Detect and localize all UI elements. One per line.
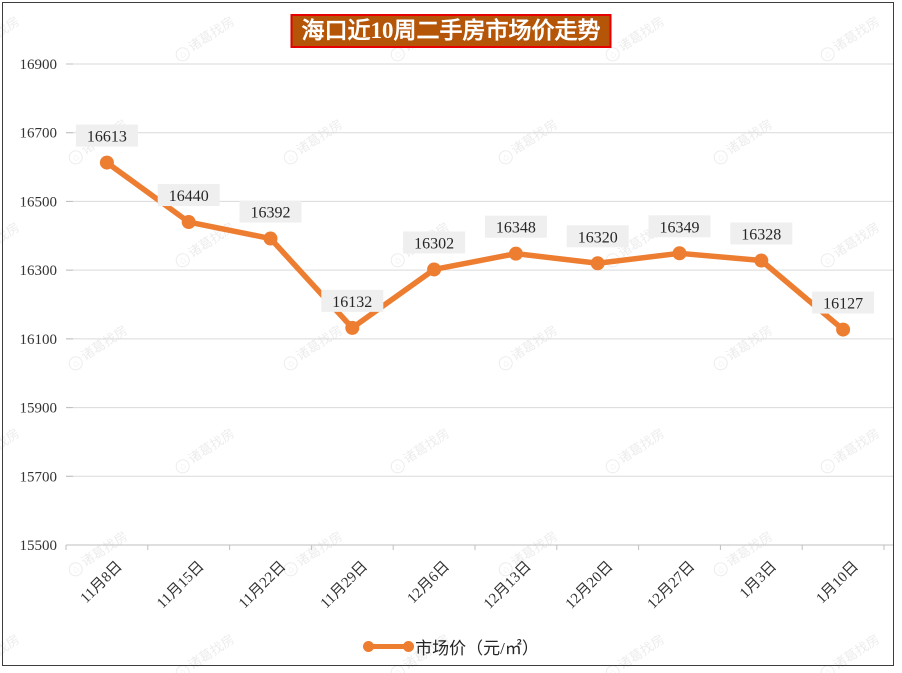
y-tick-label: 15700 bbox=[20, 469, 58, 485]
x-tick-label: 12月27日 bbox=[645, 559, 699, 613]
data-point-label-box bbox=[812, 291, 875, 314]
chart-title: 海口近10周二手房市场价走势 bbox=[290, 14, 612, 48]
data-point-label: 16320 bbox=[578, 229, 618, 246]
data-point bbox=[345, 320, 360, 335]
x-tick-label: 1月3日 bbox=[737, 559, 780, 602]
data-point bbox=[754, 253, 769, 268]
x-tick-label: 11月22日 bbox=[236, 559, 289, 612]
data-point bbox=[427, 262, 442, 277]
x-tick-label: 11月8日 bbox=[78, 559, 126, 607]
data-point-label-box bbox=[321, 289, 384, 312]
data-point-label-box bbox=[730, 222, 793, 245]
data-point-label-box bbox=[75, 124, 138, 147]
y-tick-label: 16300 bbox=[20, 263, 58, 279]
data-point-label: 16127 bbox=[823, 296, 863, 313]
data-point-label-box bbox=[484, 215, 547, 238]
y-tick-label: 15900 bbox=[20, 401, 58, 417]
legend: 市场价（元/㎡） bbox=[0, 634, 902, 659]
series-line bbox=[104, 159, 846, 333]
data-point-label: 16132 bbox=[332, 294, 372, 311]
legend-label: 市场价（元/㎡） bbox=[415, 639, 539, 658]
data-point bbox=[590, 256, 605, 271]
data-point bbox=[181, 215, 196, 230]
x-tick-label: 12月13日 bbox=[481, 559, 535, 613]
data-point-label: 16613 bbox=[87, 129, 127, 146]
y-tick-label: 16700 bbox=[20, 126, 58, 142]
x-tick-label: 11月15日 bbox=[154, 559, 207, 612]
y-tick-label: 16100 bbox=[20, 332, 58, 348]
y-tick-label: 16500 bbox=[20, 194, 58, 210]
data-point-label: 16349 bbox=[660, 219, 700, 236]
x-tick-label: 12月20日 bbox=[563, 559, 617, 613]
x-tick-label: 1月10日 bbox=[813, 559, 861, 607]
data-point-label: 16392 bbox=[251, 205, 291, 222]
data-point-label-box bbox=[239, 200, 302, 223]
data-point bbox=[263, 231, 278, 246]
y-tick-label: 16900 bbox=[20, 57, 58, 73]
y-tick-label: 15500 bbox=[20, 538, 58, 554]
legend-marker-dot-left bbox=[363, 641, 375, 652]
data-point bbox=[672, 246, 687, 261]
data-point-label-box bbox=[566, 225, 629, 248]
data-point-label-box bbox=[403, 231, 466, 254]
x-tick-label: 11月29日 bbox=[318, 559, 371, 612]
data-point bbox=[99, 155, 114, 170]
data-point-label: 16348 bbox=[496, 220, 536, 237]
data-point bbox=[836, 322, 851, 337]
data-point-label: 16328 bbox=[741, 227, 781, 244]
legend-marker-dot-right bbox=[403, 641, 415, 652]
data-point bbox=[508, 246, 523, 261]
x-tick-label: 12月6日 bbox=[404, 559, 452, 607]
data-point-label: 16440 bbox=[169, 188, 209, 205]
data-point-label-box bbox=[157, 184, 220, 207]
data-point-label-box bbox=[648, 215, 711, 238]
data-point-label: 16302 bbox=[414, 235, 454, 252]
legend-marker-line bbox=[372, 644, 406, 649]
